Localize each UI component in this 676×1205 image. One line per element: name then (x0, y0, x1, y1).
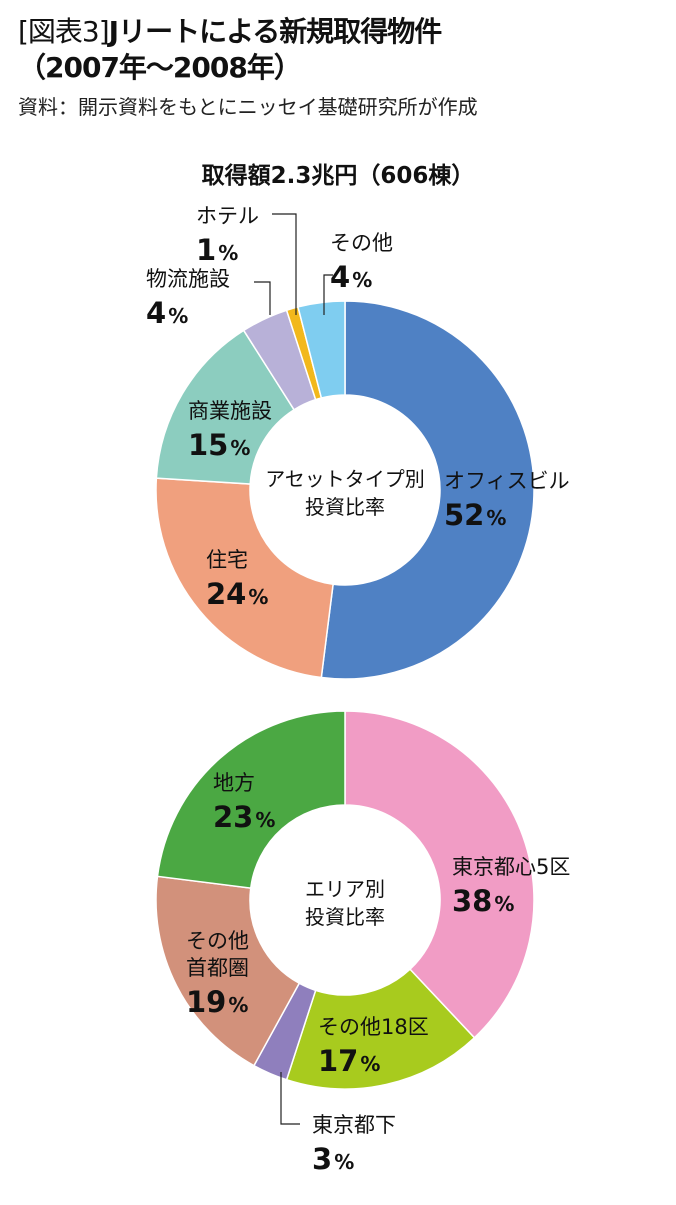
pie2-center-label: エリア別投資比率 (305, 877, 385, 929)
pie1-label-2-unit: % (230, 436, 250, 460)
pie2-label-4-unit: % (255, 808, 275, 832)
pie1-label-0-unit: % (486, 506, 506, 530)
pie1-label-1-unit: % (248, 585, 268, 609)
period: （2007年〜2008年） (18, 51, 302, 84)
pie1-slice-1 (155, 477, 334, 679)
pie1-slice-0 (320, 300, 535, 680)
pie1-center-label-line: アセットタイプ別 (265, 467, 425, 491)
pie1-label-1-name: 住宅 (206, 548, 248, 572)
pie2-label-3-name: 首都圏 (186, 956, 249, 980)
source-note: 資料：開示資料をもとにニッセイ基礎研究所が作成 (18, 95, 478, 119)
chart-subtitle: 取得額2.3兆円（606棟） (201, 163, 475, 189)
pie2-leader-2 (280, 1072, 300, 1125)
pie2-label-2-unit: % (334, 1150, 354, 1174)
pie1-label-4-name: ホテル (196, 204, 259, 228)
pie1-label-4-value: 1% (196, 233, 238, 267)
pie1-slice-5 (297, 300, 346, 399)
pie2-center-label-line: 投資比率 (305, 905, 385, 929)
pie2-label-2-name: 東京都下 (312, 1113, 396, 1137)
pie1-center-label-line: 投資比率 (305, 495, 385, 519)
header: [図表3]Jリートによる新規取得物件 （2007年〜2008年） 資料：開示資料… (18, 14, 658, 122)
pie1-label-3-value: 4% (146, 296, 188, 330)
pie2-slice-0 (344, 710, 535, 1039)
pie2-label-3-name: その他 (186, 929, 249, 953)
figure-label: [図表3] (18, 15, 110, 48)
pie2-slice-4 (156, 710, 346, 889)
pie2-label-0-name: 東京都心5区 (452, 855, 570, 879)
pie1-label-3-name: 物流施設 (146, 267, 230, 291)
pie2-label-1-unit: % (360, 1052, 380, 1076)
pie1-label-2-name: 商業施設 (188, 399, 272, 423)
pie1-center-label: アセットタイプ別投資比率 (265, 467, 425, 519)
pie1-label-4-unit: % (218, 241, 238, 265)
pie2-label-4-name: 地方 (213, 771, 255, 795)
pie2-slice-1 (285, 968, 476, 1090)
pie1-leader-3 (254, 281, 271, 315)
pie1-label-5-name: その他 (330, 231, 393, 255)
chart-title: Jリートによる新規取得物件 (108, 15, 443, 48)
pie1-leader-5 (323, 274, 333, 315)
pie2-slice-3 (155, 875, 301, 1067)
pie2-label-2-value: 3% (312, 1142, 354, 1176)
pie1-label-5-unit: % (352, 268, 372, 292)
pie2-label-1-name: その他18区 (318, 1015, 429, 1039)
pie2-label-0-unit: % (494, 892, 514, 916)
pie1-label-5-value: 4% (330, 260, 372, 294)
pie1-leader-4 (272, 213, 297, 315)
pie1-label-3-unit: % (168, 304, 188, 328)
pie2-label-1-value: 17% (318, 1044, 380, 1078)
pie1-label-0-name: オフィスビル (444, 469, 570, 493)
title-line: [図表3]Jリートによる新規取得物件 (18, 14, 658, 50)
pie2-center-label-line: エリア別 (305, 877, 385, 901)
pie2-label-3-unit: % (228, 993, 248, 1017)
